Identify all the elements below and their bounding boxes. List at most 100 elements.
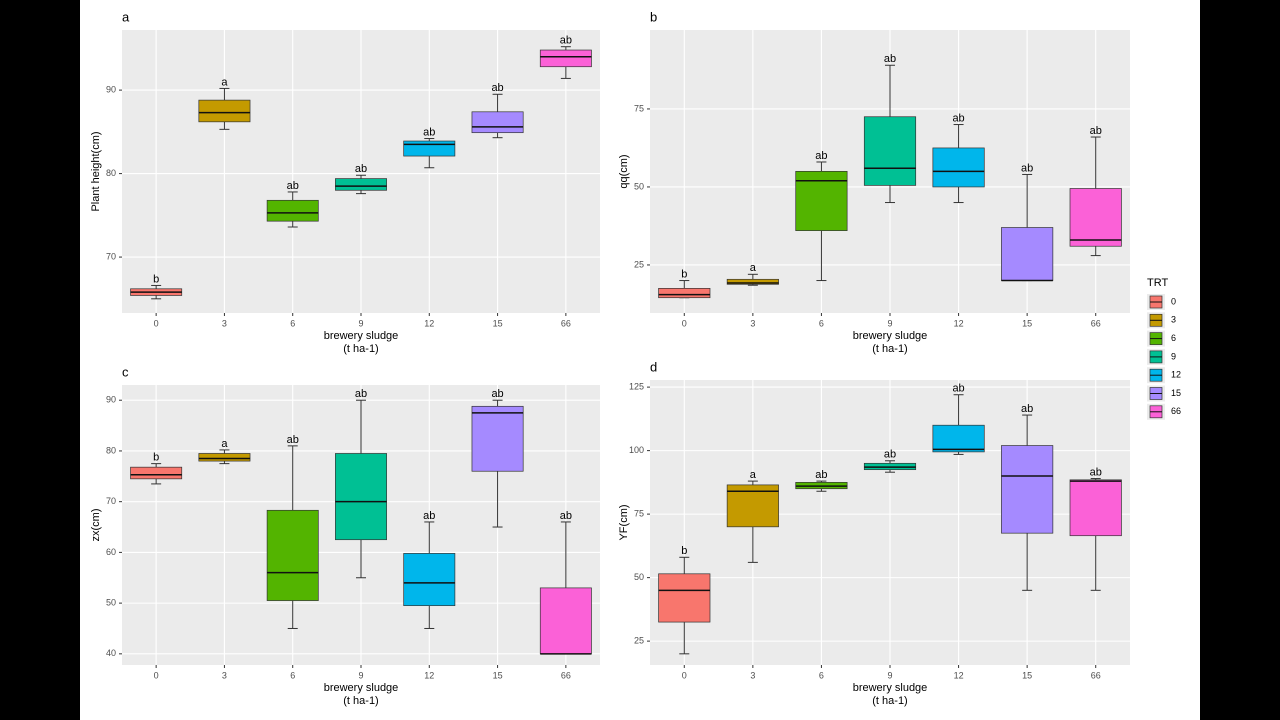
significance-letter: ab xyxy=(355,388,367,400)
y-axis-title: YF(cm) xyxy=(618,504,630,540)
x-tick-label: 3 xyxy=(222,318,227,328)
x-tick-label: 66 xyxy=(1091,318,1101,328)
x-tick-label: 0 xyxy=(154,318,159,328)
y-tick-label: 75 xyxy=(634,103,644,113)
significance-letter: ab xyxy=(491,388,503,400)
legend-label: 3 xyxy=(1171,315,1176,325)
panel-tag: d xyxy=(650,359,657,374)
y-tick-label: 25 xyxy=(634,259,644,269)
x-tick-label: 6 xyxy=(819,670,824,680)
significance-letter: a xyxy=(221,76,228,88)
box xyxy=(335,178,387,191)
significance-letter: b xyxy=(681,545,687,557)
y-tick-label: 50 xyxy=(634,572,644,582)
x-tick-label: 0 xyxy=(682,670,687,680)
y-tick-label: 80 xyxy=(106,168,116,178)
significance-letter: ab xyxy=(815,150,827,162)
significance-letter: ab xyxy=(560,35,572,47)
y-tick-label: 80 xyxy=(106,445,116,455)
x-tick-label: 12 xyxy=(954,318,964,328)
box xyxy=(863,116,917,186)
panel-tag: c xyxy=(122,364,129,379)
significance-letter: b xyxy=(153,452,159,464)
x-tick-label: 66 xyxy=(561,670,571,680)
x-tick-label: 6 xyxy=(290,318,295,328)
box xyxy=(658,573,711,623)
significance-letter: ab xyxy=(952,112,964,124)
box xyxy=(539,587,592,655)
x-tick-label: 15 xyxy=(493,670,503,680)
box xyxy=(266,509,319,601)
y-tick-label: 90 xyxy=(106,84,116,94)
x-tick-label: 9 xyxy=(887,670,892,680)
panel-tag: a xyxy=(122,9,130,24)
box xyxy=(1069,188,1122,247)
significance-letter: ab xyxy=(884,53,896,65)
x-tick-label: 6 xyxy=(290,670,295,680)
y-tick-label: 60 xyxy=(106,547,116,557)
significance-letter: a xyxy=(221,438,228,450)
significance-letter: ab xyxy=(423,510,435,522)
x-tick-label: 6 xyxy=(819,318,824,328)
significance-letter: ab xyxy=(491,82,503,94)
legend-label: 15 xyxy=(1171,388,1181,398)
legend-label: 9 xyxy=(1171,351,1176,361)
box xyxy=(1069,479,1122,537)
box xyxy=(1001,227,1054,281)
box xyxy=(658,288,711,299)
x-tick-label: 66 xyxy=(1091,670,1101,680)
x-axis-title: (t ha-1) xyxy=(872,695,907,707)
x-axis-title: (t ha-1) xyxy=(872,343,907,355)
x-tick-label: 3 xyxy=(750,318,755,328)
x-tick-label: 9 xyxy=(358,670,363,680)
y-axis-title: zx(cm) xyxy=(90,509,102,542)
x-axis-title: (t ha-1) xyxy=(343,343,378,355)
y-axis-title: qq(cm) xyxy=(618,154,630,188)
legend-label: 0 xyxy=(1171,296,1176,306)
x-tick-label: 15 xyxy=(1022,318,1032,328)
significance-letter: a xyxy=(750,262,757,274)
x-tick-label: 9 xyxy=(887,318,892,328)
box xyxy=(335,453,387,541)
x-tick-label: 9 xyxy=(358,318,363,328)
box xyxy=(198,99,251,123)
legend-label: 66 xyxy=(1171,406,1181,416)
significance-letter: ab xyxy=(1021,162,1033,174)
legend-title: TRT xyxy=(1147,277,1168,289)
significance-letter: a xyxy=(750,469,757,481)
y-tick-label: 70 xyxy=(106,496,116,506)
significance-letter: ab xyxy=(287,180,299,192)
y-tick-label: 40 xyxy=(106,648,116,658)
legend-label: 12 xyxy=(1171,370,1181,380)
significance-letter: ab xyxy=(884,449,896,461)
x-axis-title: brewery sludge xyxy=(324,330,399,342)
y-tick-label: 50 xyxy=(634,181,644,191)
significance-letter: ab xyxy=(355,163,367,175)
x-tick-label: 15 xyxy=(493,318,503,328)
x-axis-title: brewery sludge xyxy=(853,330,928,342)
significance-letter: ab xyxy=(952,383,964,395)
significance-letter: ab xyxy=(1021,403,1033,415)
panel-tag: b xyxy=(650,9,657,24)
box xyxy=(539,49,592,68)
x-tick-label: 15 xyxy=(1022,670,1032,680)
box xyxy=(471,405,524,472)
x-axis-title: brewery sludge xyxy=(324,682,399,694)
significance-letter: ab xyxy=(560,510,572,522)
significance-letter: ab xyxy=(1090,466,1102,478)
box xyxy=(403,140,456,157)
y-tick-label: 75 xyxy=(634,508,644,518)
box xyxy=(932,147,985,188)
x-axis-title: (t ha-1) xyxy=(343,695,378,707)
significance-letter: ab xyxy=(815,469,827,481)
x-tick-label: 3 xyxy=(222,670,227,680)
box xyxy=(1001,445,1054,534)
box xyxy=(471,111,524,134)
box xyxy=(266,199,319,222)
box xyxy=(198,453,251,462)
box xyxy=(932,424,985,453)
y-tick-label: 50 xyxy=(106,597,116,607)
significance-letter: ab xyxy=(287,434,299,446)
